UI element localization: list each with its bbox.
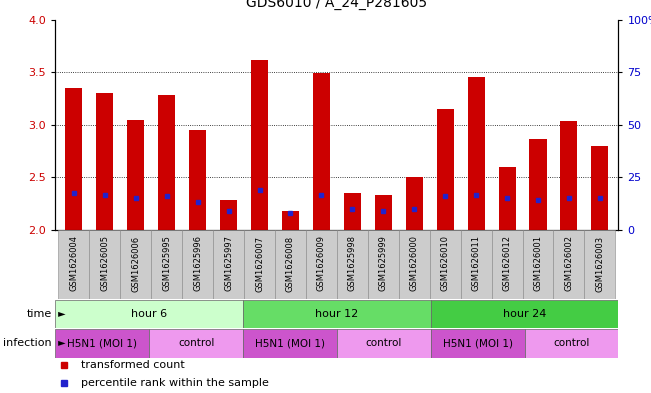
Text: GSM1625995: GSM1625995 xyxy=(162,235,171,291)
Bar xyxy=(525,329,618,358)
Bar xyxy=(120,230,151,299)
Bar xyxy=(553,230,585,299)
Text: GDS6010 / A_24_P281605: GDS6010 / A_24_P281605 xyxy=(246,0,428,10)
Bar xyxy=(529,140,546,230)
Bar xyxy=(437,109,454,230)
Bar xyxy=(243,300,431,328)
Text: GSM1626006: GSM1626006 xyxy=(132,235,140,292)
Bar xyxy=(561,121,577,230)
Bar xyxy=(65,88,83,230)
Text: hour 24: hour 24 xyxy=(503,309,546,319)
Text: GSM1626002: GSM1626002 xyxy=(564,235,574,291)
Bar xyxy=(275,230,306,299)
Bar xyxy=(337,230,368,299)
Bar xyxy=(368,230,399,299)
Bar xyxy=(59,230,89,299)
Bar xyxy=(406,177,422,230)
Bar xyxy=(467,77,484,230)
Bar xyxy=(591,146,609,230)
Bar xyxy=(499,167,516,230)
Text: GSM1626007: GSM1626007 xyxy=(255,235,264,292)
Bar xyxy=(251,60,268,230)
Text: GSM1625997: GSM1625997 xyxy=(224,235,233,291)
Bar xyxy=(344,193,361,230)
Text: hour 12: hour 12 xyxy=(315,309,359,319)
Bar xyxy=(213,230,244,299)
Text: GSM1626003: GSM1626003 xyxy=(596,235,604,292)
Bar xyxy=(243,329,337,358)
Bar xyxy=(431,329,525,358)
Text: GSM1626008: GSM1626008 xyxy=(286,235,295,292)
Text: H5N1 (MOI 1): H5N1 (MOI 1) xyxy=(255,338,325,349)
Bar xyxy=(306,230,337,299)
Text: GSM1626004: GSM1626004 xyxy=(70,235,78,291)
Text: percentile rank within the sample: percentile rank within the sample xyxy=(81,378,269,388)
Bar xyxy=(55,329,149,358)
Text: GSM1626000: GSM1626000 xyxy=(409,235,419,291)
Text: control: control xyxy=(366,338,402,349)
Text: control: control xyxy=(553,338,590,349)
Bar xyxy=(89,230,120,299)
Text: ►: ► xyxy=(55,338,66,349)
Bar xyxy=(282,211,299,230)
Text: H5N1 (MOI 1): H5N1 (MOI 1) xyxy=(67,338,137,349)
Text: GSM1625998: GSM1625998 xyxy=(348,235,357,291)
Bar xyxy=(182,230,213,299)
Bar xyxy=(158,95,175,230)
Bar xyxy=(461,230,492,299)
Bar xyxy=(55,300,243,328)
Text: transformed count: transformed count xyxy=(81,360,184,370)
Text: time: time xyxy=(27,309,52,319)
Text: GSM1625996: GSM1625996 xyxy=(193,235,202,291)
Text: GSM1626001: GSM1626001 xyxy=(534,235,542,291)
Text: GSM1626011: GSM1626011 xyxy=(471,235,480,291)
Bar xyxy=(430,230,461,299)
Bar xyxy=(431,300,618,328)
Bar xyxy=(585,230,615,299)
Text: GSM1626009: GSM1626009 xyxy=(317,235,326,291)
Bar xyxy=(523,230,553,299)
Bar xyxy=(220,200,237,230)
Bar xyxy=(313,73,330,230)
Text: GSM1626012: GSM1626012 xyxy=(503,235,512,291)
Bar xyxy=(96,93,113,230)
Bar xyxy=(149,329,243,358)
Bar xyxy=(128,119,145,230)
Text: hour 6: hour 6 xyxy=(131,309,167,319)
Bar xyxy=(244,230,275,299)
Bar xyxy=(189,130,206,230)
Text: GSM1626005: GSM1626005 xyxy=(100,235,109,291)
Text: infection: infection xyxy=(3,338,52,349)
Text: GSM1626010: GSM1626010 xyxy=(441,235,450,291)
Text: ►: ► xyxy=(55,309,66,319)
Text: GSM1625999: GSM1625999 xyxy=(379,235,388,291)
Bar xyxy=(337,329,431,358)
Bar xyxy=(151,230,182,299)
Bar xyxy=(375,195,392,230)
Text: H5N1 (MOI 1): H5N1 (MOI 1) xyxy=(443,338,513,349)
Bar xyxy=(492,230,523,299)
Text: control: control xyxy=(178,338,214,349)
Bar xyxy=(399,230,430,299)
